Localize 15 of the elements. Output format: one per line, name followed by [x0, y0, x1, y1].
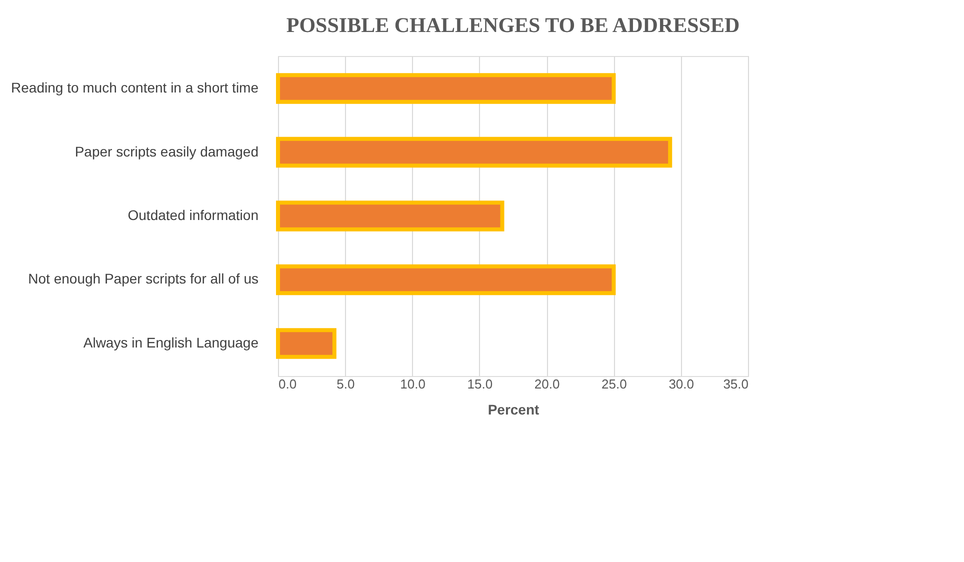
y-tick-label: Paper scripts easily damaged	[74, 143, 258, 160]
x-tick-label: 5.0	[336, 376, 355, 392]
chart-title: POSSIBLE CHALLENGES TO BE ADDRESSED	[286, 13, 740, 37]
y-tick-label: Outdated information	[128, 207, 258, 223]
x-tick-label: 35.0	[723, 376, 748, 392]
x-tick-label: 0.0	[278, 376, 297, 392]
x-tick-label: 25.0	[602, 376, 627, 392]
y-tick-label: Always in English Language	[83, 334, 259, 350]
x-tick-label: 30.0	[668, 376, 694, 392]
x-tick-label: 20.0	[534, 376, 560, 392]
x-axis-title: Percent	[488, 402, 540, 418]
x-tick-label: 15.0	[467, 376, 493, 392]
y-tick-label: Reading to much content in a short time	[11, 80, 259, 96]
x-tick-label: 10.0	[400, 376, 426, 392]
y-tick-label: Not enough Paper scripts for all of us	[28, 270, 258, 287]
